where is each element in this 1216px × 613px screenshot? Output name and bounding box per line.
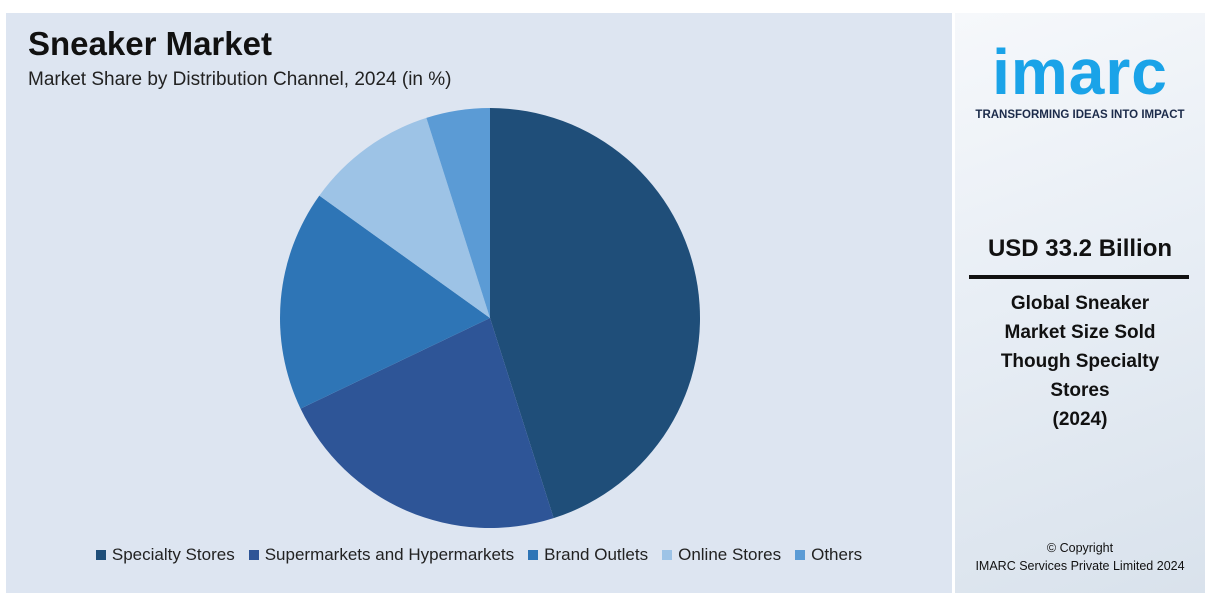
legend: Specialty Stores Supermarkets and Hyperma…	[6, 545, 952, 565]
sidebar: imarc TRANSFORMING IDEAS INTO IMPACT USD…	[955, 13, 1205, 593]
legend-label: Others	[811, 545, 863, 564]
logo: imarc	[992, 36, 1168, 108]
chart-panel: Sneaker Market Market Share by Distribut…	[6, 13, 952, 593]
pie-slice	[319, 117, 490, 319]
description-line: Though Specialty	[1000, 351, 1160, 372]
legend-item: Online Stores	[662, 545, 781, 565]
company: IMARC Services Private Limited 2024	[975, 559, 1185, 573]
legend-item: Supermarkets and Hypermarkets	[248, 545, 515, 565]
legend-item: Specialty Stores	[95, 545, 235, 565]
legend-swatch	[95, 550, 106, 560]
pie-slice	[280, 195, 490, 409]
legend-swatch	[662, 550, 673, 560]
legend-swatch	[248, 550, 259, 560]
description-line: (2024)	[1052, 409, 1108, 430]
legend-label: Online Stores	[678, 545, 782, 564]
description-line: Global Sneaker	[1010, 293, 1150, 314]
pie-slice	[426, 108, 490, 318]
copyright: © Copyright IMARC Services Private Limit…	[955, 539, 1205, 575]
description-line: Market Size Sold	[1004, 322, 1156, 343]
legend-label: Specialty Stores	[111, 545, 235, 564]
headline: USD 33.2 Billion	[987, 235, 1173, 262]
divider	[969, 275, 1189, 279]
pie-slice	[300, 318, 554, 528]
copyright-line: © Copyright	[1046, 541, 1114, 555]
legend-swatch	[528, 550, 539, 560]
legend-label: Brand Outlets	[544, 545, 649, 564]
description: Global Sneaker Market Size Sold Though Spe…	[955, 289, 1205, 434]
legend-item: Others	[795, 545, 862, 565]
legend-swatch	[795, 550, 806, 560]
pie-slice	[490, 108, 701, 519]
legend-label: Supermarkets and Hypermarkets	[264, 545, 515, 564]
chart-subtitle: Market Share by Distribution Channel, 20…	[28, 69, 452, 90]
description-line: Stores	[1050, 380, 1110, 401]
chart	[280, 108, 701, 528]
tagline: TRANSFORMING IDEAS INTO IMPACT	[975, 109, 1185, 121]
chart-title: Sneaker Market	[28, 25, 272, 62]
legend-item: Brand Outlets	[528, 545, 648, 565]
